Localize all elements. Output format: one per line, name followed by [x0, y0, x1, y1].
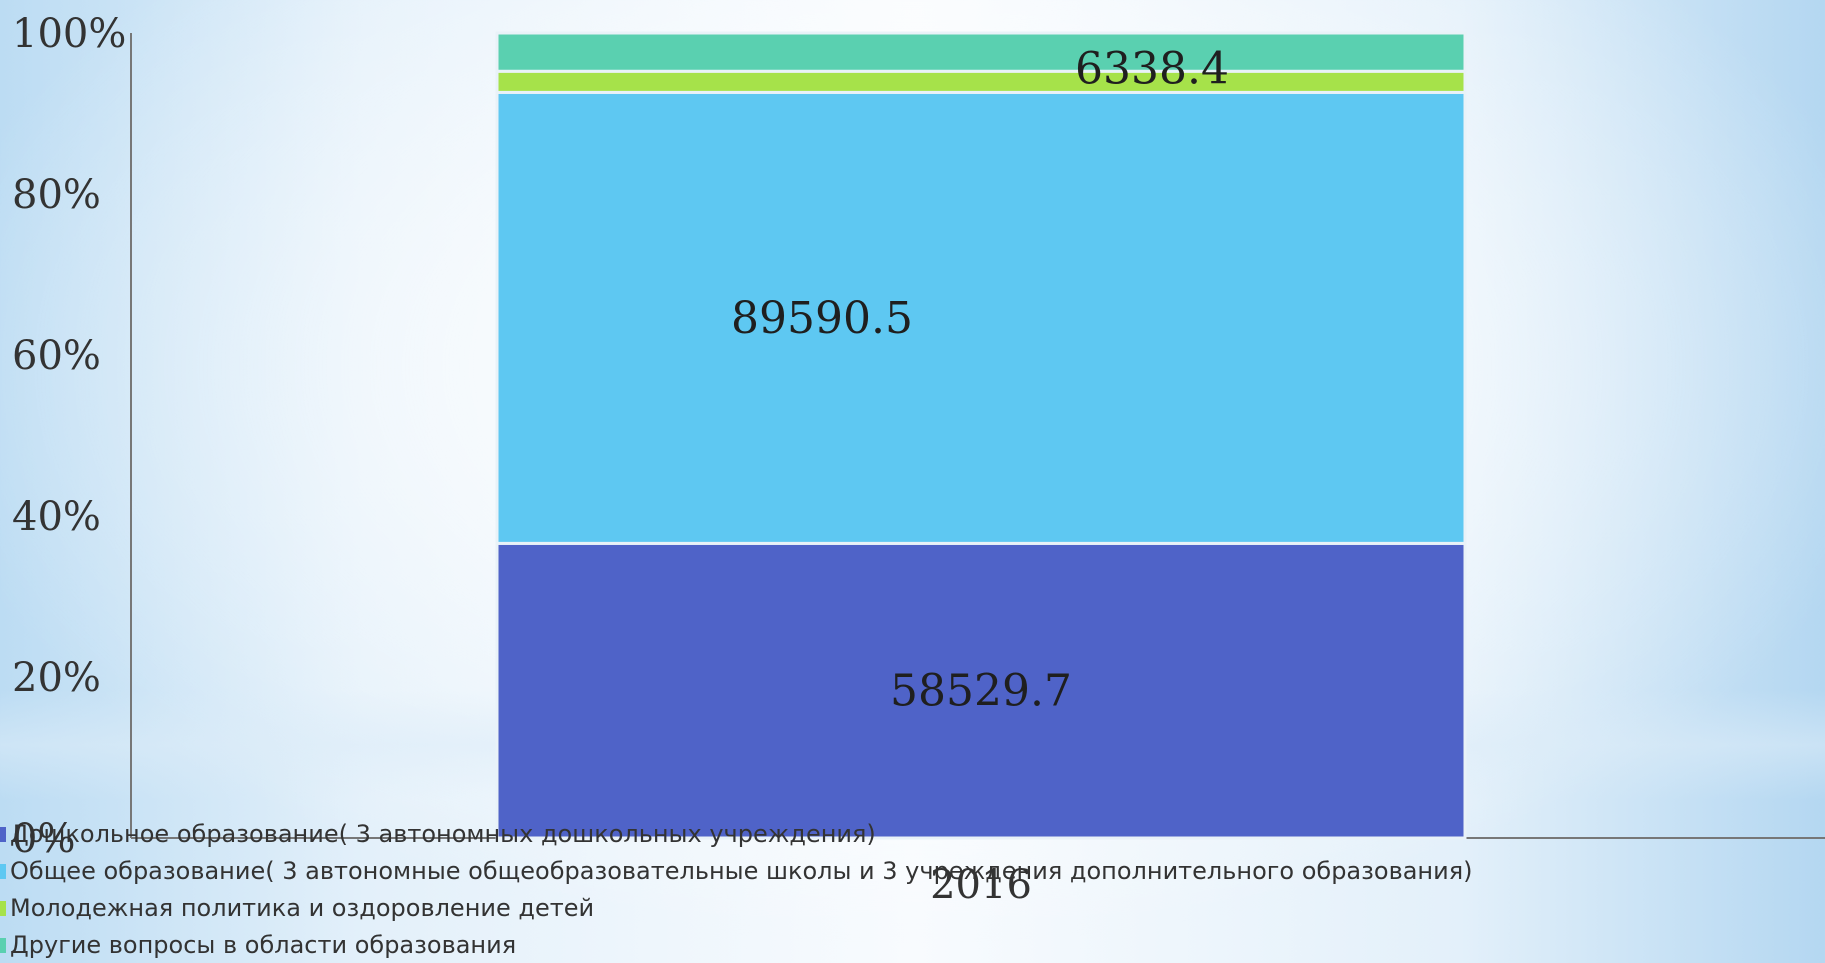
bar-segment-2	[495, 90, 1467, 545]
legend-swatch	[0, 901, 6, 916]
legend-item-2: Общее образование( 3 автономные общеобра…	[0, 853, 1473, 890]
legend-label: Другие вопросы в области образования	[10, 931, 517, 959]
y-tick-label-100pct: 100%	[12, 11, 126, 57]
bar-segment-1	[495, 541, 1467, 840]
y-axis: 0% 20% 40% 60% 80% 100%	[12, 11, 132, 862]
legend-swatch	[0, 827, 6, 842]
data-label-series-2: 89590.5	[731, 293, 913, 344]
legend-item-3: Молодежная политика и оздоровление детей	[0, 890, 1473, 927]
legend: Дошкольное образование( 3 автономных дош…	[0, 816, 1473, 963]
y-tick-label-0pct: 0%	[12, 816, 75, 862]
legend-label: Дошкольное образование( 3 автономных дош…	[10, 820, 876, 848]
y-tick-label-60pct: 60%	[12, 333, 101, 379]
legend-item-4: Другие вопросы в области образования	[0, 927, 1473, 963]
legend-swatch	[0, 864, 6, 879]
bar-segment-3	[495, 69, 1467, 94]
data-label-series-4: 6338.4	[1075, 43, 1229, 94]
legend-label: Молодежная политика и оздоровление детей	[10, 894, 595, 922]
legend-label: Общее образование( 3 автономные общеобра…	[10, 857, 1473, 885]
legend-item-1: Дошкольное образование( 3 автономных дош…	[0, 816, 1473, 853]
bars	[495, 31, 1467, 840]
legend-swatch	[0, 938, 6, 953]
x-category-label: 2016	[930, 862, 1032, 908]
y-tick-label-40pct: 40%	[12, 494, 101, 540]
data-label-series-1: 58529.7	[890, 666, 1072, 717]
data-labels: 58529.7 89590.5 6338.4 2016	[731, 43, 1229, 908]
y-tick-label-20pct: 20%	[12, 655, 101, 701]
bar-segment-4	[495, 31, 1467, 73]
y-tick-label-80pct: 80%	[12, 172, 101, 218]
